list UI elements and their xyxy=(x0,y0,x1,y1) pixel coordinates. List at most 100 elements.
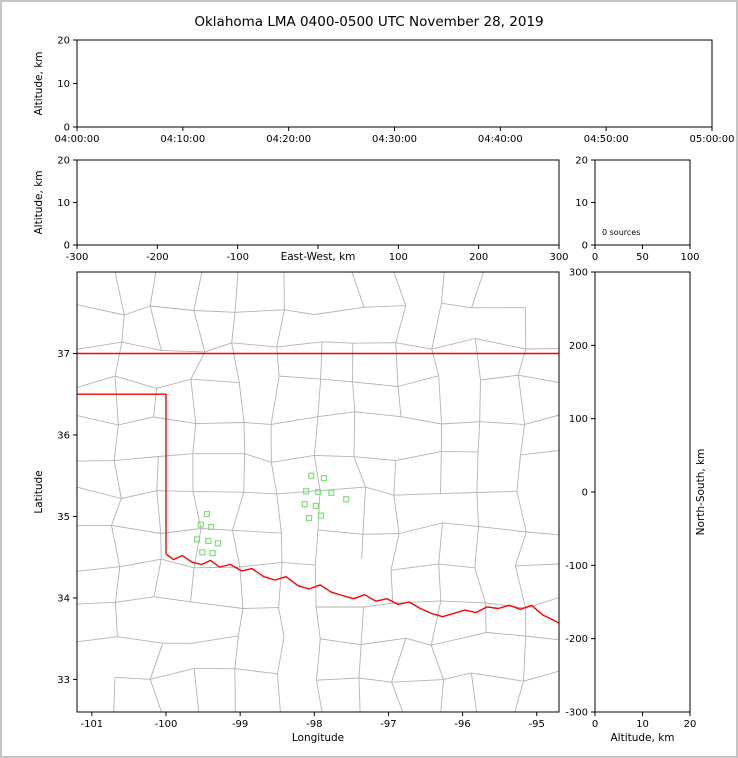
county-line xyxy=(234,272,239,313)
county-line xyxy=(149,679,162,712)
county-line xyxy=(193,272,203,311)
county-line xyxy=(279,375,321,380)
county-line xyxy=(158,453,193,457)
tick-label: 0 xyxy=(582,241,588,252)
station-marker xyxy=(306,514,313,522)
county-line xyxy=(231,342,277,348)
county-line xyxy=(276,341,323,348)
tick-label: 05:00:00 xyxy=(690,134,735,145)
county-line xyxy=(192,423,197,454)
county-line xyxy=(231,312,236,343)
station-marker xyxy=(203,510,210,518)
plot-frame xyxy=(594,271,691,713)
county-line xyxy=(77,636,118,643)
tick-label: 20 xyxy=(57,36,70,47)
county-line xyxy=(153,416,196,425)
tick-label: 04:20:00 xyxy=(266,134,311,145)
county-line xyxy=(523,635,527,682)
county-line xyxy=(193,310,206,353)
tick-label: 0 xyxy=(592,252,598,263)
county-line xyxy=(352,381,356,412)
tick-label: -96 xyxy=(454,719,470,730)
plot-frame xyxy=(76,39,713,128)
county-line xyxy=(440,679,444,712)
county-line xyxy=(121,314,125,343)
county-line xyxy=(474,526,479,568)
panel-ew-height: 0 10 20 -300 -200 -100 100 200 300 East-West, km A… xyxy=(33,156,569,264)
state-line-panhandle xyxy=(77,393,167,554)
tick-label: -98 xyxy=(306,719,322,730)
plot-frame xyxy=(76,271,560,713)
county-line xyxy=(270,376,280,425)
county-line xyxy=(160,528,202,534)
county-line xyxy=(316,680,323,712)
county-line xyxy=(315,606,321,639)
county-line xyxy=(476,490,517,493)
tick-label: 04:00:00 xyxy=(55,134,100,145)
county-line xyxy=(192,491,202,529)
county-line xyxy=(441,302,472,309)
county-line xyxy=(395,451,442,461)
station-marker xyxy=(314,488,322,496)
county-line xyxy=(476,492,479,527)
county-line xyxy=(271,454,315,463)
county-line xyxy=(239,566,244,609)
station-marker xyxy=(317,512,325,519)
county-line xyxy=(153,559,162,597)
county-line xyxy=(390,533,400,571)
county-line xyxy=(364,305,406,308)
tick-label: 100 xyxy=(569,414,588,425)
tick-label: -99 xyxy=(232,719,248,730)
station-markers xyxy=(194,472,350,557)
county-line xyxy=(518,374,559,383)
county-line xyxy=(393,272,407,306)
county-line xyxy=(441,421,480,425)
station-marker xyxy=(343,496,350,503)
county-line xyxy=(77,341,122,350)
county-line xyxy=(430,600,442,646)
county-line xyxy=(400,416,442,425)
tick-label: 0 xyxy=(592,719,598,730)
tick-label: -300 xyxy=(565,708,588,719)
tick-label: -100 xyxy=(155,719,178,730)
county-line xyxy=(113,677,116,712)
county-line xyxy=(398,522,443,534)
county-line xyxy=(193,668,200,712)
tick-label: 04:50:00 xyxy=(584,134,629,145)
county-line xyxy=(234,309,285,313)
county-line xyxy=(161,349,205,353)
tick-label: 200 xyxy=(569,341,588,352)
county-line xyxy=(477,421,481,452)
county-line xyxy=(319,486,366,492)
county-line xyxy=(149,272,157,307)
tick-label: -200 xyxy=(146,252,169,263)
county-line xyxy=(526,531,559,536)
tick-label: 04:10:00 xyxy=(160,134,205,145)
station-marker xyxy=(301,501,308,508)
county-line xyxy=(358,677,392,683)
county-line xyxy=(114,272,125,316)
county-line xyxy=(440,451,442,494)
county-line xyxy=(362,533,400,535)
county-line xyxy=(391,682,404,712)
tick-label: 300 xyxy=(549,252,568,263)
county-line xyxy=(514,565,527,609)
county-line xyxy=(524,414,559,425)
county-line xyxy=(314,529,319,566)
county-line xyxy=(276,346,280,377)
county-line xyxy=(474,338,481,381)
county-line xyxy=(111,525,121,567)
county-line xyxy=(204,342,232,353)
station-marker xyxy=(205,537,212,545)
axis-label-altitude: Altitude, km xyxy=(33,51,45,115)
county-line xyxy=(438,522,443,564)
county-line xyxy=(392,600,441,604)
county-line xyxy=(114,456,159,462)
county-line xyxy=(474,567,486,604)
county-line xyxy=(243,422,246,454)
county-line xyxy=(270,462,278,494)
county-line xyxy=(77,375,116,388)
county-line xyxy=(391,638,407,683)
county-line xyxy=(244,453,272,463)
station-marker xyxy=(214,540,221,547)
